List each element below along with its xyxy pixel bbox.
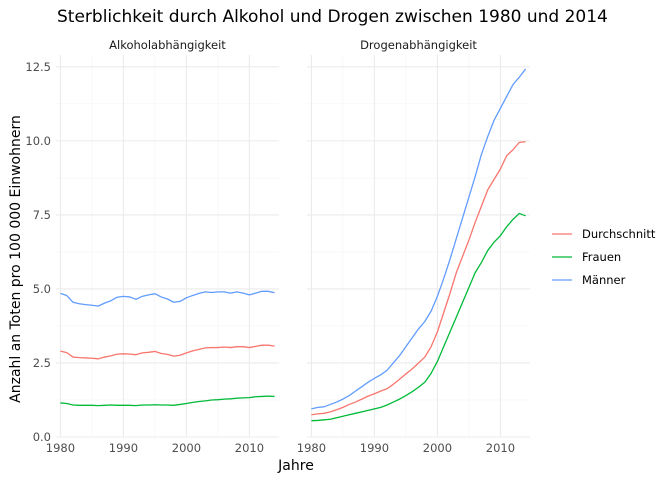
x-tick-label: 1990 [109,441,138,455]
panel-label-drugs: Drogenabhängigkeit [360,38,477,52]
y-tick-label: 0.0 [33,430,51,444]
y-axis-label: Anzahl an Toten pro 100 000 Einwohnern [8,115,24,403]
x-tick-label: 1980 [46,441,75,455]
x-tick-label: 2000 [423,441,452,455]
panel-label-alcohol: Alkoholabhängigkeit [109,38,226,52]
y-tick-label: 2.5 [33,356,51,370]
legend-label: Männer [582,273,626,287]
legend-label: Durchschnitt [582,227,656,241]
series-line-männer [60,290,275,307]
chart-title: Sterblichkeit durch Alkohol und Drogen z… [57,7,608,27]
y-tick-label: 5.0 [33,282,51,296]
x-tick-label: 2000 [172,441,201,455]
x-tick-label: 1990 [360,441,389,455]
legend-label: Frauen [582,250,621,264]
y-axis-tick-labels: 0.0 2.5 5.0 7.5 10.0 12.5 [25,60,51,444]
series-line-durchschnitt [311,141,526,416]
x-tick-label: 1980 [297,441,326,455]
gridlines [56,55,530,438]
y-tick-label: 12.5 [25,60,51,74]
series-line-frauen [60,395,275,407]
x-axis-tick-labels: 1980 1990 2000 2010 1980 1990 2000 2010 [46,441,515,455]
x-tick-label: 2010 [235,441,264,455]
y-tick-label: 7.5 [33,208,51,222]
x-tick-label: 2010 [486,441,515,455]
x-axis-label: Jahre [277,458,314,474]
legend: Durchschnitt Frauen Männer [552,227,656,287]
y-tick-label: 10.0 [25,134,51,148]
series-line-durchschnitt [60,344,275,360]
series-line-männer [311,68,527,410]
series-lines [60,68,527,422]
series-line-frauen [311,212,526,422]
